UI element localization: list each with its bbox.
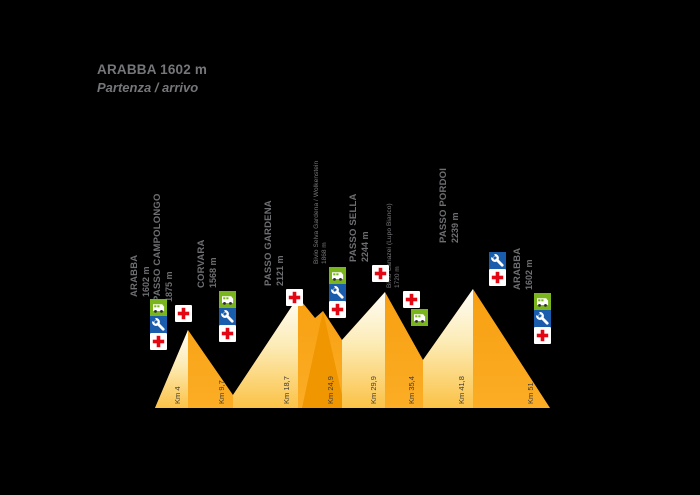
- km-marker-sella: Km 29,9: [369, 376, 378, 404]
- medical-cross-icon: [286, 289, 303, 306]
- service-icons-pordoi: [489, 252, 506, 286]
- ascent-face-pordoi: [423, 289, 473, 408]
- station-altitude: 2244 m: [359, 231, 370, 262]
- station-name: PASSO PORDOI: [438, 167, 449, 243]
- station-name: PASSO GARDENA: [263, 200, 274, 286]
- service-icons-gardena: [286, 289, 303, 306]
- service-icons-bivio-selva: [329, 267, 346, 318]
- station-label-passo-pordoi: PASSO PORDOI 2239 m: [438, 167, 460, 243]
- station-altitude: 1868 m: [321, 242, 328, 264]
- medical-cross-icon: [175, 305, 192, 322]
- service-icons-bivio-canazei-medical: [403, 291, 420, 308]
- wrench-icon: [329, 284, 346, 301]
- km-marker-bivio-selva: Km 24,9: [326, 376, 335, 404]
- station-altitude: 1602 m: [523, 259, 534, 290]
- station-altitude: 1568 m: [207, 257, 218, 288]
- station-name: ARABBA: [129, 254, 140, 297]
- km-marker-arabba-finish: Km 51: [526, 382, 535, 404]
- shuttle-bus-icon: [534, 293, 551, 310]
- wrench-icon: [150, 316, 167, 333]
- station-name: ARABBA: [512, 247, 523, 290]
- km-marker-corvara: Km 9,7: [217, 380, 226, 404]
- medical-cross-icon: [489, 269, 506, 286]
- service-icons-arabba-start: [150, 299, 167, 350]
- station-label-arabba-start: ARABBA 1602 m: [129, 254, 151, 297]
- medical-cross-icon: [403, 291, 420, 308]
- station-name: Bivio Selva Gardena / Wolkenstein: [313, 160, 320, 264]
- wrench-icon: [219, 308, 236, 325]
- km-marker-campolongo: Km 4: [173, 386, 182, 404]
- station-label-arabba-finish: ARABBA 1602 m: [512, 247, 534, 290]
- medical-cross-icon: [372, 265, 389, 282]
- start-finish-subtitle: Partenza / arrivo: [97, 80, 199, 95]
- station-label-passo-campolongo: PASSO CAMPOLONGO 1875 m: [152, 193, 174, 302]
- km-marker-gardena: Km 18,7: [282, 376, 291, 404]
- station-altitude: 2239 m: [449, 212, 460, 243]
- medical-cross-icon: [329, 301, 346, 318]
- station-label-passo-sella: PASSO SELLA 2244 m: [348, 193, 370, 262]
- shuttle-bus-icon: [329, 267, 346, 284]
- station-name: PASSO CAMPOLONGO: [152, 193, 163, 302]
- secondary-ridge: [302, 311, 345, 408]
- ascent-face-sella: [342, 292, 385, 408]
- service-icons-bivio-canazei-shuttle: [411, 309, 428, 326]
- wrench-icon: [534, 310, 551, 327]
- start-finish-title: ARABBA 1602 m: [97, 62, 208, 77]
- station-altitude: 2121 m: [274, 255, 285, 286]
- service-icons-corvara: [219, 291, 236, 342]
- ascent-face-campolongo: [155, 330, 188, 408]
- station-name: CORVARA: [196, 239, 207, 288]
- medical-cross-icon: [219, 325, 236, 342]
- medical-cross-icon: [150, 333, 167, 350]
- station-altitude: 1602 m: [140, 266, 151, 297]
- medical-cross-icon: [534, 327, 551, 344]
- station-label-corvara: CORVARA 1568 m: [196, 239, 218, 288]
- km-marker-bivio-canazei: Km 35,4: [407, 376, 416, 404]
- service-icons-sella: [372, 265, 389, 282]
- page-title-block: ARABBA 1602 m Partenza / arrivo: [97, 62, 207, 95]
- shuttle-bus-icon: [219, 291, 236, 308]
- station-altitude: 1875 m: [163, 271, 174, 302]
- service-icons-campolongo: [175, 305, 192, 322]
- station-altitude: 1720 m: [394, 266, 401, 288]
- station-label-bivio-selva: Bivio Selva Gardena / Wolkenstein 1868 m: [313, 161, 329, 264]
- shuttle-bus-icon: [411, 309, 428, 326]
- station-name: PASSO SELLA: [348, 193, 359, 262]
- service-icons-arabba-finish: [534, 293, 551, 344]
- wrench-icon: [489, 252, 506, 269]
- shuttle-bus-icon: [150, 299, 167, 316]
- station-label-passo-gardena: PASSO GARDENA 2121 m: [263, 200, 285, 286]
- ascent-face-gardena: [233, 297, 298, 408]
- km-marker-pordoi: Km 41,8: [457, 376, 466, 404]
